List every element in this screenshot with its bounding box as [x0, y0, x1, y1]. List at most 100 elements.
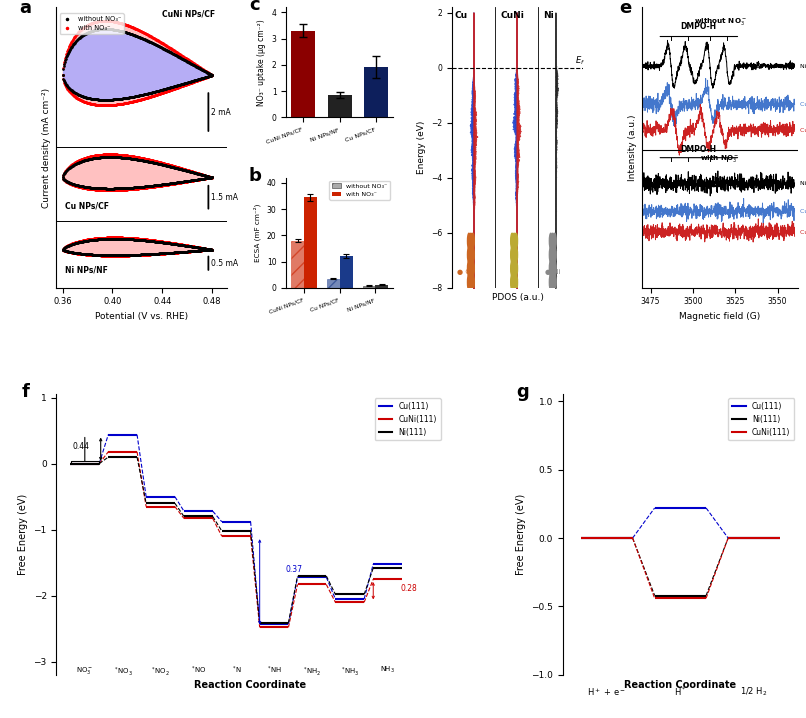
Circle shape: [472, 274, 475, 290]
Circle shape: [470, 247, 472, 263]
Circle shape: [472, 261, 475, 276]
Text: DMPO-H: DMPO-H: [680, 22, 716, 32]
Text: f: f: [22, 383, 29, 401]
Y-axis label: ECSA (mF cm⁻²): ECSA (mF cm⁻²): [254, 203, 261, 262]
Circle shape: [467, 247, 471, 263]
Legend: without NO₃⁻, with NO₃⁻: without NO₃⁻, with NO₃⁻: [330, 181, 390, 200]
Circle shape: [472, 233, 475, 248]
Text: $^*$NO$_2$: $^*$NO$_2$: [151, 665, 171, 678]
Circle shape: [472, 247, 475, 263]
Circle shape: [551, 274, 555, 290]
Circle shape: [554, 261, 556, 276]
Circle shape: [470, 274, 472, 290]
Text: DMPO-H: DMPO-H: [680, 144, 716, 154]
Circle shape: [554, 274, 556, 290]
X-axis label: Potential (V vs. RHE): Potential (V vs. RHE): [95, 312, 189, 321]
Circle shape: [551, 247, 555, 263]
Text: NH$_3$: NH$_3$: [380, 665, 395, 675]
Y-axis label: Current density (mA cm⁻²): Current density (mA cm⁻²): [42, 88, 51, 208]
Text: $E_f$: $E_f$: [575, 55, 585, 67]
Text: 1.5 mA: 1.5 mA: [211, 193, 238, 202]
Circle shape: [550, 261, 552, 276]
Text: Ni NPs/NF: Ni NPs/NF: [65, 266, 108, 275]
Circle shape: [470, 233, 472, 248]
Circle shape: [511, 247, 513, 263]
Text: CuNi NPs/CF: CuNi NPs/CF: [162, 10, 215, 19]
Text: 0.5 mA: 0.5 mA: [211, 258, 238, 268]
Text: CuNi: CuNi: [500, 11, 524, 20]
Circle shape: [515, 261, 517, 276]
Text: $^*$NH$_3$: $^*$NH$_3$: [340, 665, 359, 678]
Text: ● Ni: ● Ni: [545, 269, 561, 275]
Legend: Cu(111), CuNi(111), Ni(111): Cu(111), CuNi(111), Ni(111): [375, 398, 441, 440]
X-axis label: Reaction Coordinate: Reaction Coordinate: [625, 681, 737, 691]
Circle shape: [467, 261, 471, 276]
Text: a: a: [19, 0, 31, 17]
Text: CuNi NPs/CF: CuNi NPs/CF: [800, 229, 806, 234]
Text: b: b: [249, 167, 262, 185]
Y-axis label: NO₃⁻ uptake (μg cm⁻²): NO₃⁻ uptake (μg cm⁻²): [257, 19, 266, 106]
Legend: Cu(111), Ni(111), CuNi(111): Cu(111), Ni(111), CuNi(111): [729, 398, 794, 440]
Circle shape: [513, 261, 516, 276]
Y-axis label: Intensity (a.u.): Intensity (a.u.): [628, 114, 637, 181]
Text: 2 mA: 2 mA: [211, 108, 231, 116]
Bar: [364, 67, 388, 117]
Text: without NO$_3^-$: without NO$_3^-$: [694, 16, 746, 27]
Y-axis label: Free Energy (eV): Free Energy (eV): [18, 494, 28, 575]
Circle shape: [554, 233, 556, 248]
Bar: [304, 197, 317, 288]
Text: Cu NPs/CF: Cu NPs/CF: [800, 209, 806, 214]
Text: ● Cu: ● Cu: [457, 269, 475, 275]
X-axis label: Magnetic field (G): Magnetic field (G): [679, 312, 761, 321]
Circle shape: [515, 247, 517, 263]
Text: H$^+$ + e$^-$: H$^+$ + e$^-$: [588, 686, 626, 698]
Text: $^*$NH: $^*$NH: [266, 665, 282, 676]
Circle shape: [467, 233, 471, 248]
Text: Cu: Cu: [455, 11, 468, 20]
Text: $^*$NH$_2$: $^*$NH$_2$: [302, 665, 322, 678]
Circle shape: [550, 247, 552, 263]
Text: with NO$_3^-$: with NO$_3^-$: [700, 153, 740, 164]
Circle shape: [513, 274, 516, 290]
Bar: [327, 279, 339, 288]
Circle shape: [554, 247, 556, 263]
Circle shape: [511, 274, 513, 290]
Text: Cu NPs/CF: Cu NPs/CF: [65, 202, 109, 211]
Text: d: d: [413, 0, 426, 3]
Text: CuNi NPs/CF: CuNi NPs/CF: [800, 127, 806, 132]
Text: Ni NPs/NF: Ni NPs/NF: [800, 181, 806, 186]
Circle shape: [511, 233, 513, 248]
Text: Cu NPs/CF: Cu NPs/CF: [800, 102, 806, 106]
Text: 0.37: 0.37: [285, 565, 302, 574]
Text: $^*$N: $^*$N: [231, 665, 242, 676]
Circle shape: [550, 233, 552, 248]
Y-axis label: Free Energy (eV): Free Energy (eV): [516, 494, 526, 575]
Text: NO$_3^-$: NO$_3^-$: [76, 665, 93, 676]
Circle shape: [515, 274, 517, 290]
Text: c: c: [249, 0, 260, 14]
X-axis label: Reaction Coordinate: Reaction Coordinate: [194, 681, 306, 691]
Bar: [363, 286, 376, 288]
Circle shape: [551, 261, 555, 276]
Circle shape: [513, 247, 516, 263]
Legend: without NO₃⁻, with NO₃⁻: without NO₃⁻, with NO₃⁻: [60, 14, 124, 34]
Text: e: e: [619, 0, 631, 17]
Circle shape: [511, 261, 513, 276]
Text: g: g: [516, 383, 529, 401]
X-axis label: PDOS (a.u.): PDOS (a.u.): [492, 293, 543, 302]
Text: Ni NPs/NF: Ni NPs/NF: [800, 63, 806, 68]
Circle shape: [467, 274, 471, 290]
Bar: [328, 95, 351, 117]
Circle shape: [550, 274, 552, 290]
Bar: [339, 256, 352, 288]
Circle shape: [470, 261, 472, 276]
Text: $^*$NO$_3$: $^*$NO$_3$: [113, 665, 133, 678]
Circle shape: [515, 233, 517, 248]
Circle shape: [551, 233, 555, 248]
Bar: [291, 241, 304, 288]
Text: Ni: Ni: [542, 11, 554, 20]
Text: H$^*$: H$^*$: [675, 686, 687, 699]
Text: 1/2 H$_2$: 1/2 H$_2$: [740, 686, 767, 699]
Bar: [291, 31, 315, 117]
Y-axis label: Energy (eV): Energy (eV): [417, 121, 426, 174]
